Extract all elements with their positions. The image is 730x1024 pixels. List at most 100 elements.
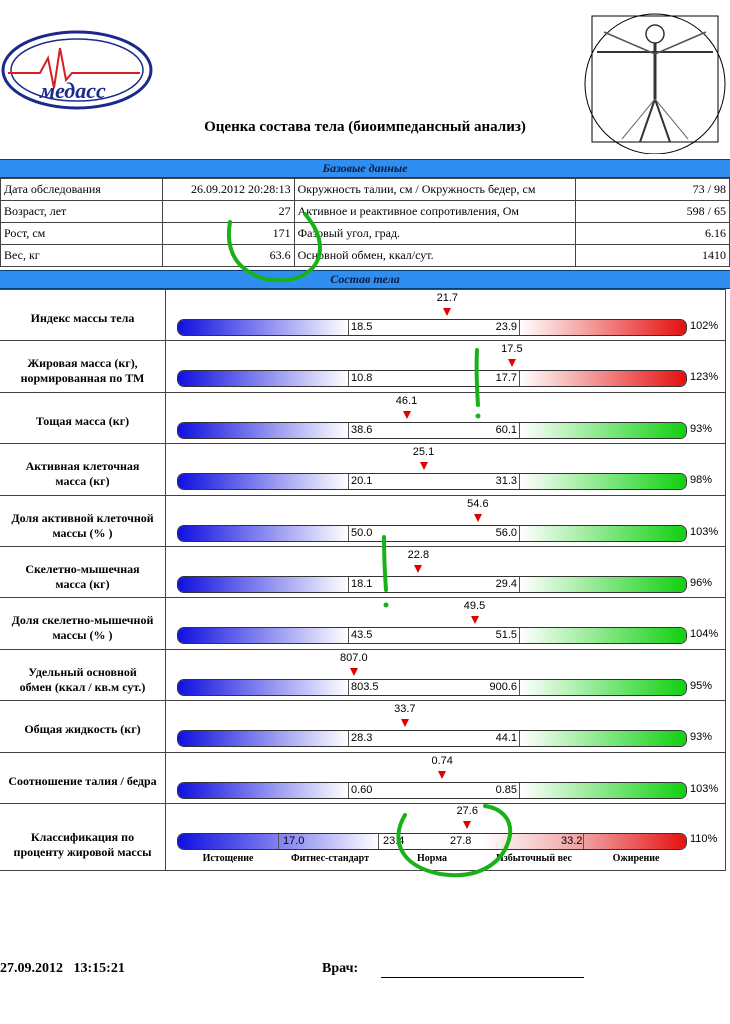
base-data-table: Дата обследования 26.09.2012 20:28:13 Окру…: [0, 178, 730, 267]
row-divider: [0, 340, 725, 342]
bar-normal-segment: 28.3 44.1: [348, 731, 520, 747]
row-divider: [0, 494, 725, 496]
bar-high-segment: [520, 782, 686, 798]
norm-high-value: 0.85: [495, 783, 517, 796]
marker-arrow: [507, 359, 516, 368]
bar-high-segment: [520, 525, 686, 541]
composition-row-label: Удельный основной обмен (ккал / кв.м сут…: [19, 664, 146, 694]
composition-bar: 28.3 44.1: [177, 730, 687, 748]
bar-low-segment: [178, 320, 348, 335]
composition-bar: 38.6 60.1: [177, 421, 687, 439]
bar-high-segment: [520, 577, 686, 592]
base-label: Дата обследования: [0, 178, 163, 201]
label-column-divider: [165, 289, 166, 870]
norm-low-value: 10.8: [351, 372, 373, 385]
marker-arrow: [419, 462, 428, 471]
composition-bar: 18.5 23.9: [177, 319, 687, 336]
percent-of-norm: 96%: [690, 577, 713, 589]
base-label: Окружность талии, см / Окружность бедер,…: [293, 178, 577, 201]
marker-value: 0.74: [431, 754, 453, 767]
composition-bar: 20.1 31.3: [177, 473, 687, 491]
norm-high-value: 44.1: [495, 732, 517, 745]
percent-of-norm: 93%: [690, 422, 713, 435]
row-divider: [0, 648, 725, 650]
norm-high-value: 56.0: [495, 526, 517, 539]
bar-low-segment: [178, 525, 348, 541]
bar-low-segment: [178, 679, 348, 695]
percent-of-norm: 104%: [690, 628, 719, 641]
marker-arrow: [443, 308, 452, 316]
row-divider: [0, 751, 725, 753]
cls-threshold-2: 23.4: [383, 835, 405, 847]
marker-value: 17.5: [501, 343, 523, 356]
bar-high-segment: [520, 731, 686, 747]
row-divider: [0, 803, 725, 804]
base-value: 1410: [575, 244, 730, 267]
marker-arrow: [438, 770, 447, 779]
percent-of-norm: 93%: [690, 731, 713, 744]
base-data-row: Дата обследования 26.09.2012 20:28:13 Окру…: [0, 178, 730, 201]
bar-low-segment: [178, 422, 348, 438]
norm-low-value: 803.5: [351, 680, 379, 693]
base-value: 27: [161, 200, 295, 223]
composition-bar: 803.5 900.6: [177, 678, 687, 696]
cls-category-4: Избыточный вес: [496, 853, 572, 864]
base-label: Активное и реактивное сопротивления, Ом: [293, 200, 577, 223]
norm-high-value: 23.9: [495, 321, 517, 333]
doctor-signature-line: [381, 977, 584, 978]
marker-value: 22.8: [407, 549, 430, 561]
row-divider: [0, 289, 725, 290]
composition-row-label: Индекс массы тела: [30, 311, 135, 325]
bar-normal-segment: 18.5 23.9: [348, 320, 520, 335]
norm-low-value: 18.5: [351, 321, 373, 333]
bar-low-segment: [178, 474, 348, 490]
marker-value: 807.0: [340, 651, 368, 664]
composition-bar: 0.60 0.85: [177, 781, 687, 799]
composition-row-label: Доля активной клеточной массы (% ): [11, 510, 154, 540]
norm-high-value: 51.5: [495, 629, 517, 642]
cls-category-1: Истощение: [202, 853, 254, 864]
composition-row-label: Тощая масса (кг): [35, 413, 130, 428]
norm-high-value: 900.6: [489, 680, 517, 693]
marker-arrow: [473, 513, 482, 522]
cls-category-5: Ожирение: [612, 853, 660, 864]
norm-high-value: 31.3: [495, 475, 517, 488]
cls-threshold-1: 17.0: [283, 835, 305, 847]
percent-of-norm: 103%: [690, 782, 719, 795]
cls-seg-exhaustion: [178, 834, 278, 849]
base-value: 598 / 65: [575, 200, 730, 223]
marker-value: 54.6: [467, 497, 489, 510]
cls-marker-arrow: [463, 821, 472, 829]
base-value: 26.09.2012 20:28:13: [161, 178, 295, 201]
cls-threshold-3: 27.8: [450, 835, 472, 847]
base-data-row: Возраст, лет 27 Активное и реактивное сопр…: [0, 200, 730, 223]
logo-text: медасс: [39, 78, 106, 103]
print-datetime: 27.09.2012 13:15:21: [0, 961, 125, 976]
bar-high-segment: [520, 474, 686, 490]
bar-high-segment: [520, 628, 686, 644]
composition-row-label: Скелетно-мышечная масса (кг): [25, 562, 140, 591]
composition-row-label: Соотношение талия / бедра: [8, 773, 157, 788]
marker-arrow: [400, 719, 409, 728]
bar-low-segment: [178, 731, 348, 747]
base-data-row: Рост, см 171 Фазовый угол, град. 6.16: [0, 222, 730, 245]
bar-low-segment: [178, 782, 348, 798]
bar-normal-segment: 50.0 56.0: [348, 525, 520, 541]
base-label: Вес, кг: [0, 244, 163, 267]
bar-high-segment: [520, 422, 686, 438]
norm-low-value: 43.5: [351, 629, 373, 642]
base-value: 6.16: [575, 222, 730, 245]
composition-bar: 10.8 17.7: [177, 370, 687, 388]
composition-frame: [0, 289, 726, 871]
cls-seg-obesity: [583, 834, 686, 849]
norm-low-value: 20.1: [351, 475, 373, 488]
composition-row-label: Общая жидкость (кг): [24, 722, 141, 737]
base-label: Рост, см: [0, 222, 163, 245]
norm-low-value: 38.6: [351, 423, 373, 436]
marker-arrow: [414, 565, 423, 573]
fat-classification-bar: 17.0 23.4 27.8 33.2: [177, 833, 687, 850]
cls-marker-value: 27.6: [456, 805, 478, 817]
norm-high-value: 17.7: [495, 372, 517, 385]
norm-high-value: 29.4: [495, 578, 517, 590]
vitruvian-man-image: [584, 13, 726, 154]
